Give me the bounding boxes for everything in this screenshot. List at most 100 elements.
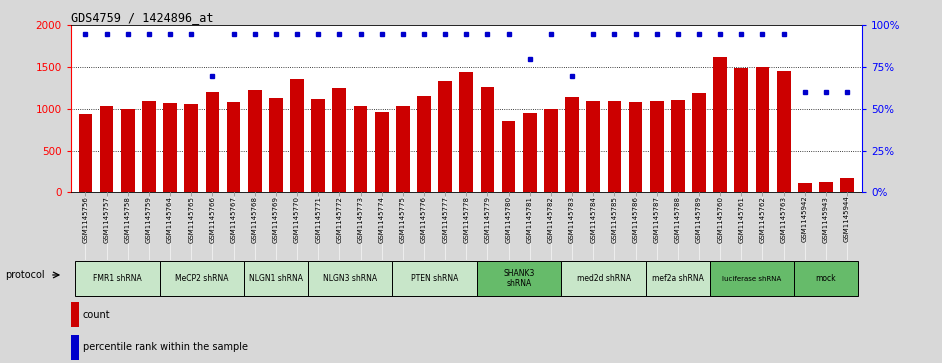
Text: GSM1145766: GSM1145766 [209,196,216,243]
Text: GSM1145760: GSM1145760 [717,196,723,243]
Text: SHANK3
shRNA: SHANK3 shRNA [503,269,535,288]
Bar [561,261,646,296]
Text: GSM1145788: GSM1145788 [674,196,681,243]
Text: PTEN shRNA: PTEN shRNA [411,274,458,283]
Text: GSM1145775: GSM1145775 [399,196,406,242]
Text: GSM1145779: GSM1145779 [484,196,491,243]
Bar [586,101,600,192]
Text: GSM1145944: GSM1145944 [844,196,850,242]
Text: NLGN3 shRNA: NLGN3 shRNA [323,274,377,283]
Text: GSM1145780: GSM1145780 [506,196,512,243]
Bar [163,103,177,192]
Text: mock: mock [816,274,836,283]
Bar [392,261,477,296]
Text: GSM1145765: GSM1145765 [188,196,194,242]
Bar [523,113,537,192]
Text: GSM1145758: GSM1145758 [124,196,131,242]
Text: GSM1145773: GSM1145773 [358,196,364,243]
Bar [502,121,515,192]
Bar [71,335,78,360]
Text: mef2a shRNA: mef2a shRNA [652,274,704,283]
Bar [460,72,473,192]
Bar [333,88,347,192]
Bar [100,106,113,192]
Bar [671,100,685,192]
Bar [480,87,495,192]
Bar [794,261,858,296]
Text: protocol: protocol [5,270,44,280]
Bar [71,302,78,327]
Text: GSM1145786: GSM1145786 [632,196,639,243]
Text: FMR1 shRNA: FMR1 shRNA [93,274,141,283]
Text: luciferase shRNA: luciferase shRNA [723,276,782,282]
Text: GSM1145757: GSM1145757 [104,196,109,242]
Bar [353,106,367,192]
Text: GSM1145787: GSM1145787 [654,196,659,243]
Bar [798,183,812,192]
Bar [205,92,219,192]
Text: GSM1145785: GSM1145785 [611,196,617,242]
Text: GSM1145783: GSM1145783 [569,196,575,243]
Bar [290,79,304,192]
Bar [185,104,198,192]
Text: GSM1145781: GSM1145781 [527,196,533,243]
Bar [628,102,642,192]
Bar [477,261,561,296]
Text: GSM1145764: GSM1145764 [167,196,173,242]
Bar [777,71,790,192]
Text: GSM1145763: GSM1145763 [781,196,787,243]
Bar [142,101,155,192]
Bar [244,261,308,296]
Bar [650,101,663,192]
Bar [311,99,325,192]
Bar [713,57,727,192]
Text: GSM1145784: GSM1145784 [591,196,596,242]
Bar [121,109,135,192]
Text: GSM1145789: GSM1145789 [696,196,702,243]
Text: GSM1145761: GSM1145761 [739,196,744,243]
Text: GSM1145767: GSM1145767 [231,196,236,243]
Bar [565,97,579,192]
Bar [840,178,854,192]
Bar [608,101,622,192]
Text: GSM1145943: GSM1145943 [823,196,829,242]
Text: GSM1145778: GSM1145778 [463,196,469,243]
Text: GSM1145772: GSM1145772 [336,196,342,242]
Bar [269,98,283,192]
Bar [396,106,410,192]
Text: GSM1145762: GSM1145762 [759,196,766,242]
Bar [692,93,706,192]
Text: GSM1145777: GSM1145777 [442,196,448,243]
Bar [159,261,244,296]
Text: GDS4759 / 1424896_at: GDS4759 / 1424896_at [71,11,213,24]
Bar [544,109,558,192]
Text: GSM1145774: GSM1145774 [379,196,384,242]
Bar [375,112,388,192]
Bar [438,81,452,192]
Text: GSM1145770: GSM1145770 [294,196,300,243]
Bar [820,182,833,192]
Text: med2d shRNA: med2d shRNA [577,274,631,283]
Text: GSM1145776: GSM1145776 [421,196,427,243]
Text: GSM1145782: GSM1145782 [548,196,554,242]
Bar [74,261,159,296]
Text: percentile rank within the sample: percentile rank within the sample [83,342,248,352]
Bar [709,261,794,296]
Text: count: count [83,310,110,320]
Bar [646,261,709,296]
Bar [735,68,748,192]
Text: GSM1145942: GSM1145942 [802,196,808,242]
Text: GSM1145756: GSM1145756 [83,196,89,242]
Text: NLGN1 shRNA: NLGN1 shRNA [249,274,303,283]
Text: GSM1145769: GSM1145769 [273,196,279,243]
Bar [248,90,262,192]
Bar [227,102,240,192]
Text: MeCP2 shRNA: MeCP2 shRNA [175,274,229,283]
Bar [417,95,430,192]
Bar [755,67,770,192]
Text: GSM1145771: GSM1145771 [316,196,321,243]
Bar [78,114,92,192]
Text: GSM1145759: GSM1145759 [146,196,152,242]
Text: GSM1145768: GSM1145768 [252,196,258,243]
Bar [308,261,392,296]
